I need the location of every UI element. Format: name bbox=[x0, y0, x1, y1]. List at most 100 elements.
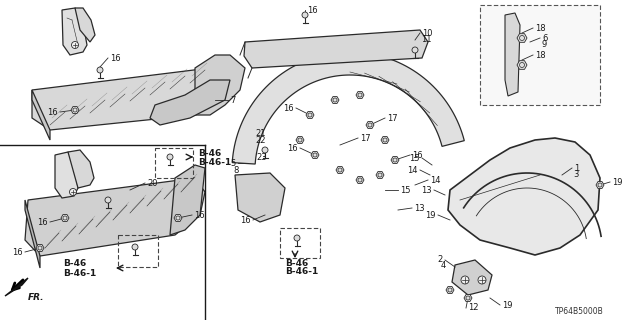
Circle shape bbox=[105, 197, 111, 203]
Text: B-46: B-46 bbox=[285, 259, 308, 268]
Bar bbox=[155, 148, 193, 178]
Polygon shape bbox=[381, 137, 389, 143]
Text: 10: 10 bbox=[422, 28, 433, 37]
Circle shape bbox=[478, 276, 486, 284]
Text: 1: 1 bbox=[574, 164, 579, 172]
Text: 16: 16 bbox=[241, 215, 251, 225]
Polygon shape bbox=[296, 137, 304, 143]
Polygon shape bbox=[366, 122, 374, 128]
Text: 13: 13 bbox=[414, 204, 424, 212]
Text: B-46-1: B-46-1 bbox=[63, 268, 96, 277]
Circle shape bbox=[294, 235, 300, 241]
Text: 16: 16 bbox=[307, 5, 317, 14]
Polygon shape bbox=[336, 166, 344, 173]
Text: 23: 23 bbox=[256, 153, 267, 162]
Text: 16: 16 bbox=[412, 150, 422, 159]
Polygon shape bbox=[195, 55, 245, 115]
Text: 20: 20 bbox=[147, 179, 157, 188]
Text: 15: 15 bbox=[410, 154, 420, 163]
Polygon shape bbox=[452, 260, 492, 295]
Circle shape bbox=[302, 12, 308, 18]
Text: B-46: B-46 bbox=[198, 148, 221, 157]
Polygon shape bbox=[174, 214, 182, 221]
Polygon shape bbox=[311, 152, 319, 158]
Text: 16: 16 bbox=[110, 53, 120, 62]
Polygon shape bbox=[448, 138, 600, 255]
Text: 14: 14 bbox=[430, 175, 440, 185]
Text: 14: 14 bbox=[408, 165, 418, 174]
Text: 15: 15 bbox=[400, 186, 410, 195]
Text: 18: 18 bbox=[535, 51, 546, 60]
Text: 16: 16 bbox=[284, 103, 294, 113]
Bar bbox=[480, 5, 600, 105]
Polygon shape bbox=[376, 172, 384, 179]
Polygon shape bbox=[235, 173, 285, 222]
Text: 3: 3 bbox=[573, 170, 579, 179]
Text: 8: 8 bbox=[234, 165, 239, 174]
Text: 16: 16 bbox=[12, 247, 23, 257]
Text: TP64B5000B: TP64B5000B bbox=[555, 308, 604, 316]
Text: B-46-1: B-46-1 bbox=[285, 268, 318, 276]
Text: 19: 19 bbox=[502, 300, 513, 309]
Polygon shape bbox=[331, 97, 339, 103]
Text: 5: 5 bbox=[231, 158, 236, 167]
Circle shape bbox=[461, 276, 469, 284]
Circle shape bbox=[412, 47, 418, 53]
Circle shape bbox=[262, 147, 268, 153]
Text: 19: 19 bbox=[612, 178, 623, 187]
Polygon shape bbox=[62, 8, 87, 55]
Bar bbox=[280, 228, 320, 258]
Polygon shape bbox=[232, 52, 464, 164]
Text: 12: 12 bbox=[468, 303, 479, 313]
Text: 16: 16 bbox=[194, 211, 205, 220]
Text: B-46-1: B-46-1 bbox=[198, 157, 231, 166]
Text: 17: 17 bbox=[360, 133, 371, 142]
Text: 17: 17 bbox=[387, 114, 397, 123]
Text: 22: 22 bbox=[255, 135, 266, 145]
Polygon shape bbox=[170, 165, 205, 235]
Text: 13: 13 bbox=[421, 186, 432, 195]
Polygon shape bbox=[68, 150, 94, 188]
Polygon shape bbox=[356, 177, 364, 183]
Polygon shape bbox=[55, 152, 78, 198]
Polygon shape bbox=[517, 61, 527, 69]
Polygon shape bbox=[464, 294, 472, 301]
Polygon shape bbox=[71, 107, 79, 114]
Polygon shape bbox=[596, 181, 604, 188]
Polygon shape bbox=[446, 286, 454, 293]
Polygon shape bbox=[505, 13, 520, 96]
Polygon shape bbox=[25, 178, 205, 256]
Text: 2: 2 bbox=[438, 255, 443, 265]
Circle shape bbox=[132, 244, 138, 250]
Text: 7: 7 bbox=[230, 95, 236, 105]
Polygon shape bbox=[32, 90, 50, 140]
Polygon shape bbox=[356, 92, 364, 99]
Circle shape bbox=[72, 42, 79, 49]
Text: B-46: B-46 bbox=[63, 260, 86, 268]
Polygon shape bbox=[5, 278, 28, 296]
Polygon shape bbox=[61, 214, 69, 221]
Text: 16: 16 bbox=[37, 218, 48, 227]
Polygon shape bbox=[25, 200, 40, 268]
Text: 11: 11 bbox=[421, 35, 431, 44]
Polygon shape bbox=[391, 156, 399, 164]
Polygon shape bbox=[32, 68, 230, 130]
Polygon shape bbox=[244, 30, 428, 68]
Polygon shape bbox=[517, 34, 527, 42]
Text: 6: 6 bbox=[542, 34, 547, 43]
Bar bbox=[118, 235, 158, 267]
Text: FR.: FR. bbox=[28, 292, 45, 301]
Circle shape bbox=[70, 188, 77, 196]
Polygon shape bbox=[36, 244, 44, 252]
Circle shape bbox=[167, 154, 173, 160]
Polygon shape bbox=[306, 112, 314, 118]
Text: 9: 9 bbox=[541, 39, 547, 49]
Text: 18: 18 bbox=[535, 23, 546, 33]
Text: 16: 16 bbox=[47, 108, 58, 116]
Polygon shape bbox=[75, 8, 95, 42]
Circle shape bbox=[97, 67, 103, 73]
Text: 21: 21 bbox=[255, 129, 266, 138]
Polygon shape bbox=[150, 80, 230, 125]
Text: 19: 19 bbox=[426, 211, 436, 220]
Text: 4: 4 bbox=[441, 261, 446, 270]
